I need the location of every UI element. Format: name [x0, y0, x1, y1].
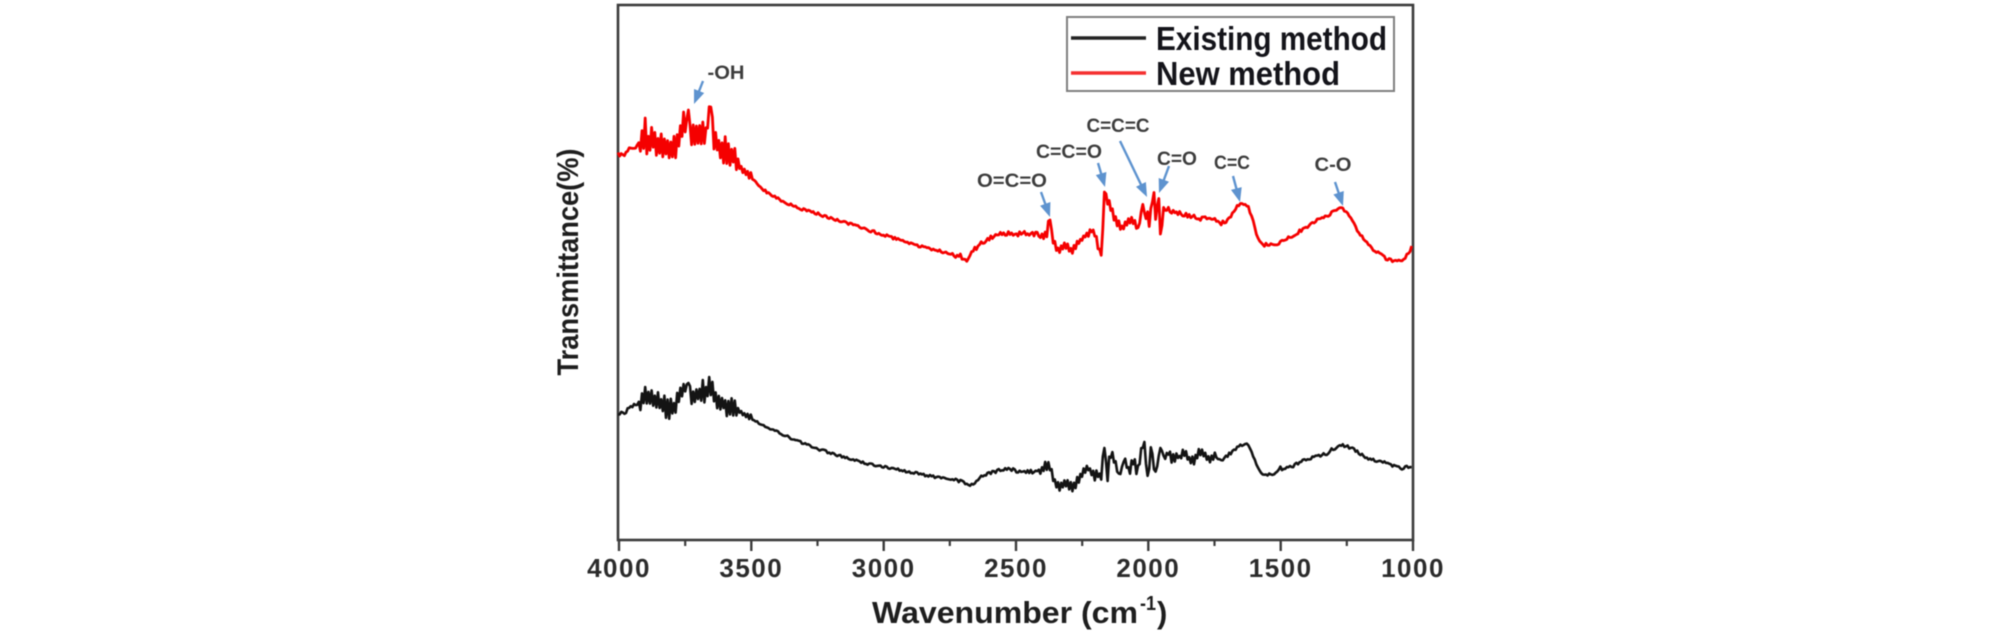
- svg-text:1000: 1000: [1381, 553, 1445, 583]
- svg-text:2000: 2000: [1116, 553, 1180, 583]
- svg-text:4000: 4000: [587, 553, 651, 583]
- svg-text:-OH: -OH: [708, 63, 745, 84]
- svg-text:): ): [1157, 595, 1167, 630]
- svg-text:Existing method: Existing method: [1156, 20, 1387, 57]
- svg-text:1500: 1500: [1249, 553, 1313, 583]
- svg-text:C=C=O: C=C=O: [1036, 142, 1102, 163]
- svg-text:Transmittance(%): Transmittance(%): [552, 149, 585, 376]
- svg-text:C-O: C-O: [1315, 155, 1352, 176]
- svg-text:O=C=O: O=C=O: [977, 171, 1047, 192]
- svg-text:-1: -1: [1140, 593, 1156, 615]
- svg-text:C=C=C: C=C=C: [1087, 116, 1150, 137]
- svg-text:3500: 3500: [719, 553, 783, 583]
- svg-text:New method: New method: [1156, 55, 1340, 92]
- svg-text:3000: 3000: [852, 553, 916, 583]
- svg-text:Wavenumber (cm: Wavenumber (cm: [872, 595, 1138, 630]
- svg-text:2500: 2500: [984, 553, 1048, 583]
- svg-text:C=O: C=O: [1157, 149, 1197, 170]
- svg-text:C=C: C=C: [1214, 153, 1250, 174]
